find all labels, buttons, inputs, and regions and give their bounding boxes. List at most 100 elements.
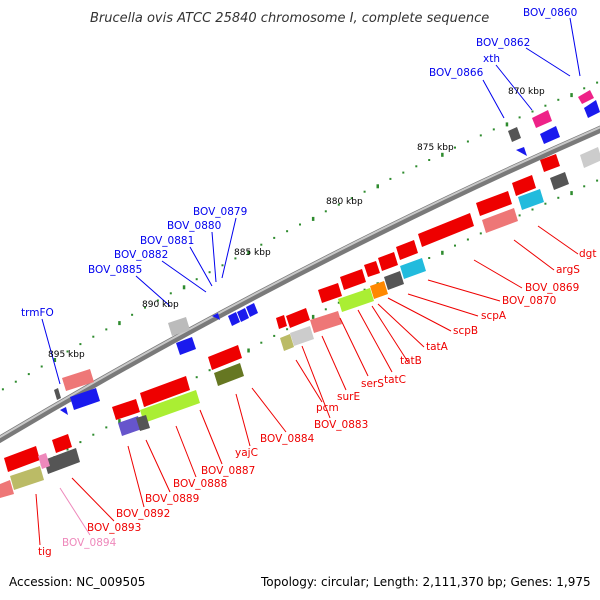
tick-dot — [208, 369, 211, 372]
gene-label[interactable]: scpB — [453, 325, 478, 337]
gene-label[interactable]: trmFO — [21, 307, 54, 319]
gene-arrow[interactable] — [318, 283, 342, 303]
gene-label[interactable]: tatA — [426, 341, 449, 353]
gene-label[interactable]: BOV_0866 — [429, 67, 484, 79]
gene-label[interactable]: xth — [483, 53, 500, 65]
gene-arrow[interactable] — [540, 126, 560, 144]
gene-label[interactable]: BOV_0893 — [87, 522, 141, 534]
gene-arrow[interactable] — [62, 369, 94, 391]
gene-arrow[interactable] — [580, 147, 600, 168]
leader-line — [537, 225, 579, 255]
gene-arrow[interactable] — [280, 334, 294, 351]
gene-label[interactable]: BOV_0860 — [523, 7, 577, 19]
gene-arrow[interactable] — [476, 191, 512, 216]
gene-label[interactable]: scpA — [481, 310, 507, 322]
gene-label[interactable]: BOV_0894 — [62, 537, 117, 549]
gene-arrow[interactable] — [246, 303, 258, 317]
gene-arrow[interactable] — [370, 281, 388, 299]
gene-label[interactable]: BOV_0883 — [314, 419, 368, 431]
gene-arrow[interactable] — [60, 407, 68, 415]
gene-label[interactable]: BOV_0879 — [193, 206, 247, 218]
gene-arrow[interactable] — [550, 172, 569, 190]
gene-arrow[interactable] — [338, 288, 374, 312]
gene-arrow[interactable] — [4, 446, 40, 472]
leader-line — [135, 275, 171, 307]
gene-label[interactable]: BOV_0884 — [260, 433, 315, 445]
top-strand-genes — [54, 90, 600, 415]
tick-dot — [260, 341, 263, 344]
gene-arrow[interactable] — [508, 127, 521, 142]
tick-dot — [466, 140, 469, 143]
gene-arrow[interactable] — [10, 466, 44, 490]
gene-arrow[interactable] — [140, 376, 190, 407]
gene-arrow[interactable] — [0, 480, 14, 498]
gene-label[interactable]: argS — [556, 264, 580, 276]
gene-arrow[interactable] — [578, 90, 594, 104]
gene-arrow[interactable] — [38, 453, 50, 469]
gene-arrow[interactable] — [136, 415, 150, 431]
gene-arrow[interactable] — [176, 337, 196, 355]
gene-label[interactable]: yajC — [235, 447, 258, 459]
gene-label[interactable]: BOV_0869 — [525, 282, 579, 294]
gene-arrow[interactable] — [512, 175, 536, 196]
gene-arrow[interactable] — [286, 308, 310, 328]
gene-label[interactable]: tatB — [400, 355, 422, 367]
gene-label[interactable]: BOV_0889 — [145, 493, 199, 505]
gene-arrow[interactable] — [540, 154, 560, 172]
gene-label[interactable]: BOV_0882 — [114, 249, 168, 261]
gene-arrow[interactable] — [340, 269, 366, 290]
gene-arrow[interactable] — [400, 258, 426, 279]
gene-arrow[interactable] — [482, 208, 518, 233]
gene-label[interactable]: pcm — [316, 402, 339, 414]
gene-arrow[interactable] — [228, 312, 240, 326]
tick-dot — [428, 159, 431, 161]
gene-arrow[interactable] — [54, 388, 61, 400]
gene-arrow[interactable] — [290, 326, 314, 346]
gene-arrow[interactable] — [418, 213, 474, 247]
gene-label[interactable]: dgt — [579, 248, 596, 260]
gene-arrow[interactable] — [364, 261, 380, 277]
tick-dot — [311, 216, 315, 221]
gene-label[interactable]: BOV_0885 — [88, 264, 142, 276]
gene-arrow[interactable] — [532, 110, 552, 128]
gene-arrow[interactable] — [214, 363, 244, 386]
leader-line — [482, 79, 505, 119]
gene-arrow[interactable] — [168, 317, 190, 336]
gene-arrow[interactable] — [384, 271, 404, 290]
gene-label[interactable]: BOV_0892 — [116, 508, 170, 520]
gene-arrow[interactable] — [378, 252, 398, 271]
gene-label[interactable]: BOV_0870 — [502, 295, 556, 307]
gene-arrow[interactable] — [518, 189, 544, 210]
gene-labels-bottom: dgt argS BOV_0869 BOV_0870 scpA scpB tat… — [38, 248, 596, 558]
leader-line — [41, 318, 61, 385]
tick-dot — [156, 299, 159, 302]
gene-arrow[interactable] — [212, 313, 220, 320]
gene-arrow[interactable] — [52, 434, 72, 453]
gene-arrow[interactable] — [516, 147, 527, 156]
gene-arrow[interactable] — [584, 100, 600, 118]
gene-label[interactable]: tatC — [384, 374, 406, 386]
gene-label[interactable]: tig — [38, 546, 52, 558]
gene-arrow[interactable] — [70, 388, 100, 410]
gene-label[interactable]: BOV_0888 — [173, 478, 227, 490]
tick-label: 890 kbp — [142, 300, 179, 310]
gene-arrow[interactable] — [112, 399, 140, 420]
gene-arrow[interactable] — [310, 311, 342, 333]
tick-dot — [311, 314, 315, 319]
gene-label[interactable]: BOV_0880 — [167, 220, 221, 232]
tick-dot — [324, 210, 327, 213]
gene-label[interactable]: BOV_0881 — [140, 235, 194, 247]
gene-arrow[interactable] — [276, 315, 287, 329]
gene-label[interactable]: surE — [337, 391, 360, 403]
leader-line — [145, 439, 171, 493]
gene-label[interactable]: serS — [361, 378, 384, 390]
gene-arrow[interactable] — [396, 240, 418, 260]
gene-arrow[interactable] — [118, 416, 142, 436]
gene-arrow[interactable] — [140, 390, 200, 423]
gene-arrow[interactable] — [208, 345, 242, 370]
gene-arrow[interactable] — [44, 448, 80, 474]
gene-label[interactable]: BOV_0887 — [201, 465, 255, 477]
leader-line — [321, 335, 347, 391]
gene-arrow[interactable] — [237, 308, 249, 322]
gene-label[interactable]: BOV_0862 — [476, 37, 530, 49]
